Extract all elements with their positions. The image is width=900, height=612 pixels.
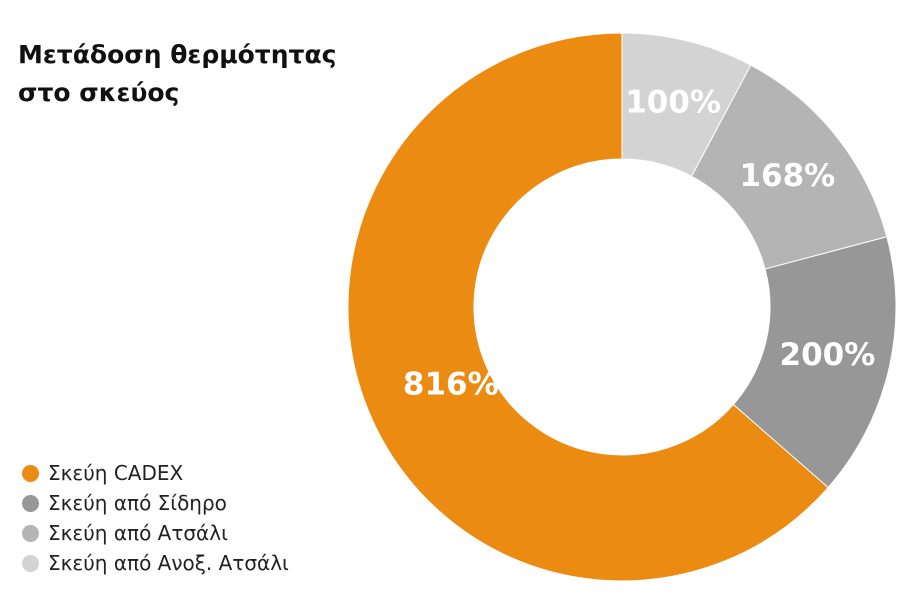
chart-title-line-1: Μετάδοση θερμότητας <box>18 40 337 69</box>
chart-title: Μετάδοση θερμότητας στο σκεύος <box>18 36 348 112</box>
donut-slice-label-2: 200% <box>780 337 876 373</box>
legend-item-1: Σκεύη από Σίδηρο <box>22 488 289 518</box>
donut-slice-label-1: 168% <box>739 158 835 194</box>
legend-label-2: Σκεύη από Ατσάλι <box>48 521 228 545</box>
donut-slice-2 <box>732 236 897 489</box>
legend-swatch-0 <box>22 464 39 482</box>
legend-swatch-2 <box>22 524 39 542</box>
chart-legend: Σκεύη CADEX Σκεύη από Σίδηρο Σκεύη από Ατσ… <box>22 458 289 578</box>
legend-item-0: Σκεύη CADEX <box>22 458 289 488</box>
legend-item-3: Σκεύη από Ανοξ. Ατσάλι <box>22 548 289 578</box>
donut-slice-label-0: 100% <box>625 84 721 120</box>
legend-label-3: Σκεύη από Ανοξ. Ατσάλι <box>48 551 289 575</box>
donut-slice-3 <box>347 32 829 582</box>
legend-label-1: Σκεύη από Σίδηρο <box>48 491 227 515</box>
chart-title-line-2: στο σκεύος <box>18 78 180 107</box>
legend-label-0: Σκεύη CADEX <box>48 461 184 485</box>
legend-item-2: Σκεύη από Ατσάλι <box>22 518 289 548</box>
legend-swatch-1 <box>22 494 39 512</box>
legend-swatch-3 <box>22 554 39 572</box>
donut-slice-label-3: 816% <box>403 367 499 403</box>
